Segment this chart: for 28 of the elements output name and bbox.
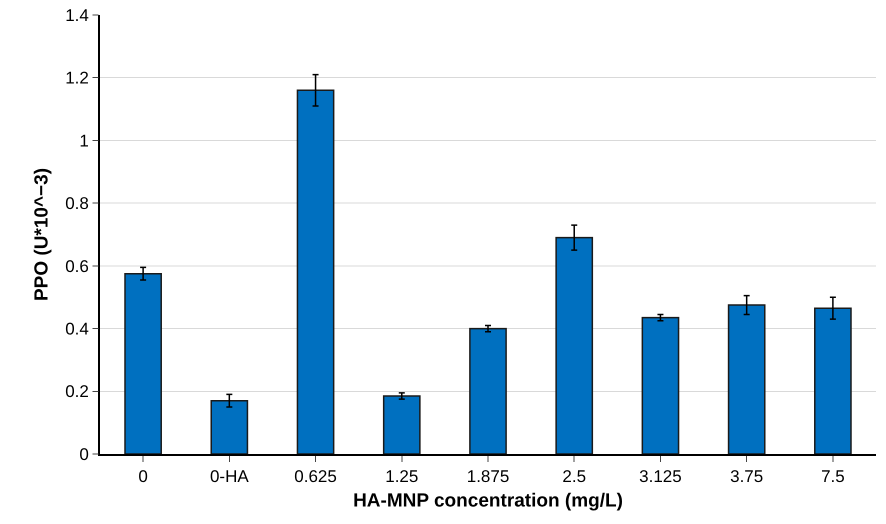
x-tick-label: 0.625 <box>294 467 337 486</box>
bar <box>555 236 594 454</box>
x-tick-label: 0-HA <box>210 467 250 486</box>
y-axis-title: PPO (U*10^−3) <box>32 168 53 302</box>
x-tick-label: 1.875 <box>466 467 510 486</box>
x-tick-label: 7.5 <box>821 467 845 486</box>
bar <box>642 316 680 454</box>
y-tick-label: 0.8 <box>65 194 89 214</box>
bar <box>469 328 507 454</box>
y-tick-label: 1 <box>79 131 89 150</box>
x-tick-label: 1.25 <box>385 467 418 486</box>
y-tick-label: 0.4 <box>65 320 89 339</box>
bar <box>728 304 766 454</box>
y-tick-label: 1.4 <box>65 6 89 25</box>
bar <box>210 400 248 454</box>
y-tick-label: 0 <box>79 444 89 464</box>
y-tick-label: 0.6 <box>65 256 89 276</box>
y-tick-label: 1.2 <box>65 68 89 88</box>
x-tick-label: 3.125 <box>639 467 682 486</box>
bar <box>296 90 334 454</box>
bar <box>814 307 852 454</box>
x-tick-label: 0 <box>138 467 148 486</box>
y-tick-label: 0.2 <box>65 382 89 402</box>
bar <box>124 272 162 454</box>
x-axis-title: HA-MNP concentration (mg/L) <box>353 490 623 512</box>
x-tick-label: 2.5 <box>562 467 586 486</box>
x-tick-label: 3.75 <box>730 467 764 486</box>
bar <box>382 395 421 454</box>
